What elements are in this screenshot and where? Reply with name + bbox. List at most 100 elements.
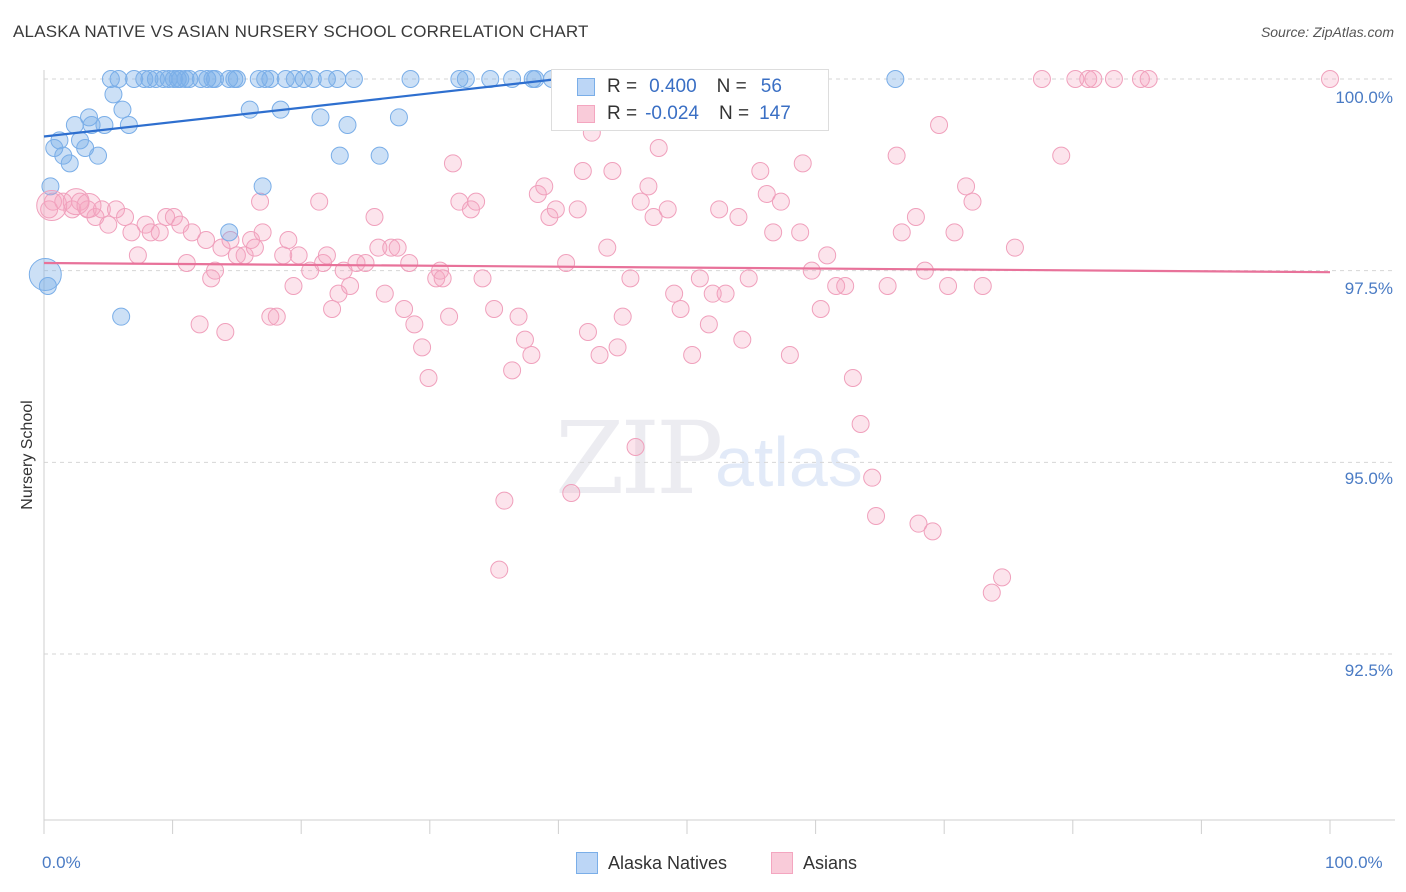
- alaska-point-20: [146, 70, 165, 88]
- asian-point-50: [369, 238, 388, 257]
- asian-point-91: [626, 438, 645, 456]
- alaska-point-73: [370, 146, 389, 165]
- chart-title: ALASKA NATIVE VS ASIAN NURSERY SCHOOL CO…: [13, 22, 589, 41]
- asian-point-31: [245, 238, 264, 257]
- alaska-trend-line: [43, 77, 559, 138]
- asian-point-97: [665, 284, 684, 303]
- asian-point-125: [887, 146, 906, 165]
- alaska-point-37: [256, 70, 275, 88]
- alaska-point-35: [240, 100, 259, 119]
- alaska-point-13: [104, 85, 123, 104]
- asian-point-55: [400, 254, 419, 272]
- asian-point-54: [395, 300, 414, 318]
- alaska-point-69: [220, 223, 239, 242]
- asian-point-147: [1139, 70, 1158, 88]
- alaska-point-42: [294, 70, 313, 88]
- alaska-point-26: [176, 70, 195, 88]
- asian-point-117: [818, 246, 837, 265]
- asian-point-135: [963, 192, 982, 211]
- alaska-point-41: [285, 70, 304, 88]
- asian-point-22: [197, 231, 216, 249]
- alaska-point-49: [450, 70, 469, 88]
- alaska-point-17: [125, 70, 144, 88]
- asian-point-110: [764, 223, 783, 242]
- alaska-point-66: [886, 70, 905, 88]
- asian-point-47: [347, 254, 366, 272]
- asian-point-79: [557, 254, 576, 272]
- asian-point-46: [341, 277, 360, 295]
- asian-point-26: [216, 323, 235, 341]
- alaska-point-38: [261, 70, 280, 88]
- asian-point-43: [323, 300, 342, 318]
- y-tick-label-95: 95.0%: [1344, 469, 1393, 488]
- stats-legend-row-asian: R = -0.024 N = 147: [552, 101, 791, 127]
- alaska-point-large: [28, 258, 62, 291]
- asian-point-20: [182, 223, 201, 242]
- alaska-point-68: [112, 307, 131, 326]
- asian-point-12: [128, 246, 147, 265]
- r-label: R =: [607, 76, 638, 97]
- alaska-point-12: [101, 70, 120, 88]
- asian-point-71: [503, 361, 522, 380]
- asian-point-4: [71, 192, 90, 211]
- alaska-point-14: [109, 70, 128, 88]
- n-value-alaska: 56: [760, 76, 782, 97]
- asian-point-80: [562, 484, 581, 502]
- asian-point-11: [122, 223, 141, 242]
- alaska-legend-swatch: [576, 852, 598, 874]
- alaska-point-25: [171, 70, 190, 88]
- asian-point-77: [540, 208, 559, 226]
- asian-point-85: [590, 346, 609, 364]
- alaska-point-29: [198, 70, 217, 88]
- asian-point-74: [522, 346, 541, 364]
- alaska-point-71: [330, 146, 349, 165]
- y-tick-label-92-5: 92.5%: [1344, 661, 1393, 680]
- asian-point-129: [915, 261, 934, 280]
- asian-point-105: [729, 208, 748, 226]
- alaska-point-34: [227, 70, 246, 88]
- asian-point-126: [892, 223, 911, 242]
- asian-point-116: [811, 300, 830, 318]
- alaska-point-47: [344, 70, 363, 88]
- asian-point-134: [957, 177, 976, 196]
- asian-point-82: [573, 162, 592, 180]
- asian-point-145: [1104, 70, 1123, 88]
- asian-point-101: [699, 315, 718, 334]
- asian-point-120: [843, 369, 862, 387]
- asian-point-98: [671, 300, 690, 318]
- asian-point-9: [107, 200, 126, 219]
- stats-legend-row-alaska: R = 0.400 N = 56: [552, 74, 782, 100]
- asian-point-123: [867, 507, 886, 525]
- asian-point-14: [141, 223, 160, 242]
- asian-point-109: [757, 185, 776, 203]
- asian-point-121: [851, 415, 870, 433]
- asian-trend-line: [43, 261, 1331, 274]
- asian-point-137: [982, 583, 1001, 602]
- legend-label-alaska-natives: Alaska Natives: [608, 852, 728, 873]
- asian-point-124: [878, 277, 897, 295]
- asian-point-142: [1066, 70, 1085, 88]
- asian-point-27: [221, 231, 240, 249]
- y-tick-label-97-5: 97.5%: [1344, 279, 1393, 298]
- x-tick-label-max: 100.0%: [1325, 853, 1383, 872]
- asian-point-69: [490, 560, 509, 579]
- asian-point-62: [440, 307, 459, 326]
- asian-point-89: [613, 307, 632, 326]
- asian-point-35: [274, 246, 293, 265]
- asian-point-81: [568, 200, 587, 219]
- alaska-point-16: [119, 116, 138, 134]
- asian-point-52: [382, 238, 401, 257]
- asian-point-104: [716, 284, 735, 303]
- watermark-zip: ZIP: [555, 400, 723, 517]
- asian-point-103: [710, 200, 729, 219]
- asian-point-112: [780, 346, 799, 364]
- asian-point-148: [1321, 70, 1339, 88]
- asian-point-144: [1084, 70, 1103, 88]
- alaska-point-54: [526, 70, 545, 88]
- asian-point-42: [317, 246, 336, 265]
- alaska-point-15: [113, 100, 132, 119]
- asian-point-94: [644, 208, 663, 226]
- alaska-point-45: [317, 70, 336, 88]
- asian-point-70: [495, 491, 514, 510]
